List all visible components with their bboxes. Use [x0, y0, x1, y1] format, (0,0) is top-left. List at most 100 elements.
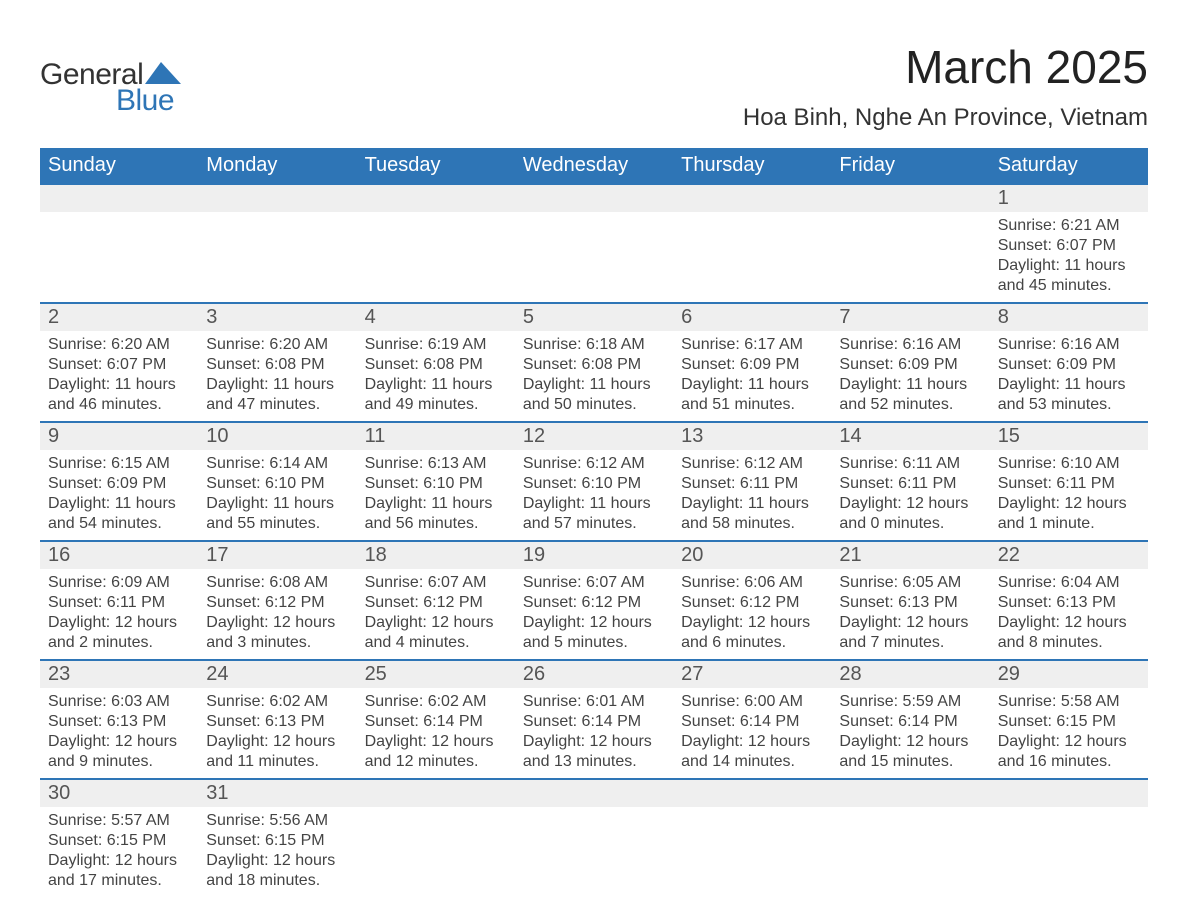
sunset-text: Sunset: 6:09 PM [681, 355, 823, 375]
daylight-text-1: Daylight: 12 hours [681, 732, 823, 752]
sunrise-text: Sunrise: 6:14 AM [206, 454, 348, 474]
daylight-text-2: and 50 minutes. [523, 395, 665, 415]
day-data-cell: Sunrise: 6:00 AMSunset: 6:14 PMDaylight:… [673, 688, 831, 779]
day-number-cell: 23 [40, 660, 198, 688]
sunset-text: Sunset: 6:08 PM [365, 355, 507, 375]
day-number-cell: 16 [40, 541, 198, 569]
sunrise-text: Sunrise: 6:12 AM [523, 454, 665, 474]
daylight-text-1: Daylight: 12 hours [523, 613, 665, 633]
day-number: 12 [515, 423, 673, 450]
day-number: 14 [831, 423, 989, 450]
week-data-row: Sunrise: 6:21 AMSunset: 6:07 PMDaylight:… [40, 212, 1148, 303]
day-number: 22 [990, 542, 1148, 569]
calendar-table: SundayMondayTuesdayWednesdayThursdayFrid… [40, 148, 1148, 897]
day-data-cell: Sunrise: 6:02 AMSunset: 6:13 PMDaylight:… [198, 688, 356, 779]
day-data-cell: Sunrise: 6:18 AMSunset: 6:08 PMDaylight:… [515, 331, 673, 422]
daylight-text-2: and 53 minutes. [998, 395, 1140, 415]
sunrise-text: Sunrise: 6:07 AM [365, 573, 507, 593]
day-data-cell: Sunrise: 6:07 AMSunset: 6:12 PMDaylight:… [357, 569, 515, 660]
day-number-cell: 14 [831, 422, 989, 450]
sunset-text: Sunset: 6:12 PM [206, 593, 348, 613]
day-data-cell: Sunrise: 6:10 AMSunset: 6:11 PMDaylight:… [990, 450, 1148, 541]
day-number-cell: 11 [357, 422, 515, 450]
sunrise-text: Sunrise: 6:21 AM [998, 216, 1140, 236]
sunrise-text: Sunrise: 6:12 AM [681, 454, 823, 474]
daylight-text-2: and 52 minutes. [839, 395, 981, 415]
sunset-text: Sunset: 6:12 PM [365, 593, 507, 613]
daylight-text-1: Daylight: 11 hours [206, 494, 348, 514]
daylight-text-1: Daylight: 12 hours [839, 613, 981, 633]
sunrise-text: Sunrise: 6:01 AM [523, 692, 665, 712]
day-data-cell: Sunrise: 6:04 AMSunset: 6:13 PMDaylight:… [990, 569, 1148, 660]
day-number: 15 [990, 423, 1148, 450]
day-number-cell: 31 [198, 779, 356, 807]
daylight-text-2: and 13 minutes. [523, 752, 665, 772]
sunset-text: Sunset: 6:07 PM [48, 355, 190, 375]
day-number-cell: 3 [198, 303, 356, 331]
daylight-text-1: Daylight: 11 hours [998, 375, 1140, 395]
day-data-cell: Sunrise: 6:11 AMSunset: 6:11 PMDaylight:… [831, 450, 989, 541]
day-data-cell: Sunrise: 6:07 AMSunset: 6:12 PMDaylight:… [515, 569, 673, 660]
day-header: Tuesday [357, 148, 515, 184]
day-number-cell: 29 [990, 660, 1148, 688]
daylight-text-1: Daylight: 11 hours [681, 494, 823, 514]
day-data-cell [990, 807, 1148, 897]
sunset-text: Sunset: 6:10 PM [365, 474, 507, 494]
sunrise-text: Sunrise: 6:13 AM [365, 454, 507, 474]
daylight-text-2: and 4 minutes. [365, 633, 507, 653]
day-number-cell: 18 [357, 541, 515, 569]
day-number-cell: 27 [673, 660, 831, 688]
daylight-text-1: Daylight: 12 hours [206, 851, 348, 871]
sunset-text: Sunset: 6:11 PM [998, 474, 1140, 494]
sunset-text: Sunset: 6:07 PM [998, 236, 1140, 256]
day-number: 17 [198, 542, 356, 569]
day-number-cell: 2 [40, 303, 198, 331]
daylight-text-1: Daylight: 12 hours [206, 732, 348, 752]
sunset-text: Sunset: 6:13 PM [998, 593, 1140, 613]
sunrise-text: Sunrise: 6:08 AM [206, 573, 348, 593]
sunset-text: Sunset: 6:09 PM [998, 355, 1140, 375]
daylight-text-1: Daylight: 12 hours [523, 732, 665, 752]
sunrise-text: Sunrise: 6:17 AM [681, 335, 823, 355]
sunrise-text: Sunrise: 5:58 AM [998, 692, 1140, 712]
daylight-text-2: and 15 minutes. [839, 752, 981, 772]
daylight-text-2: and 46 minutes. [48, 395, 190, 415]
day-number: 26 [515, 661, 673, 688]
day-number: 24 [198, 661, 356, 688]
sunrise-text: Sunrise: 6:05 AM [839, 573, 981, 593]
daylight-text-1: Daylight: 12 hours [365, 613, 507, 633]
daylight-text-1: Daylight: 12 hours [998, 494, 1140, 514]
day-data-cell [198, 212, 356, 303]
day-number: 23 [40, 661, 198, 688]
daylight-text-2: and 57 minutes. [523, 514, 665, 534]
day-data-cell: Sunrise: 6:16 AMSunset: 6:09 PMDaylight:… [831, 331, 989, 422]
daylight-text-2: and 6 minutes. [681, 633, 823, 653]
day-number-cell [673, 779, 831, 807]
daylight-text-1: Daylight: 12 hours [48, 613, 190, 633]
week-number-row: 16171819202122 [40, 541, 1148, 569]
day-data-cell: Sunrise: 6:21 AMSunset: 6:07 PMDaylight:… [990, 212, 1148, 303]
sunrise-text: Sunrise: 6:10 AM [998, 454, 1140, 474]
day-number-cell: 22 [990, 541, 1148, 569]
day-data-cell: Sunrise: 5:59 AMSunset: 6:14 PMDaylight:… [831, 688, 989, 779]
sunset-text: Sunset: 6:14 PM [365, 712, 507, 732]
daylight-text-2: and 51 minutes. [681, 395, 823, 415]
day-data-cell: Sunrise: 6:03 AMSunset: 6:13 PMDaylight:… [40, 688, 198, 779]
sunset-text: Sunset: 6:12 PM [681, 593, 823, 613]
week-data-row: Sunrise: 6:20 AMSunset: 6:07 PMDaylight:… [40, 331, 1148, 422]
daylight-text-2: and 7 minutes. [839, 633, 981, 653]
day-number: 20 [673, 542, 831, 569]
daylight-text-1: Daylight: 12 hours [839, 732, 981, 752]
daylight-text-1: Daylight: 11 hours [523, 375, 665, 395]
day-number-cell: 12 [515, 422, 673, 450]
day-data-cell: Sunrise: 6:09 AMSunset: 6:11 PMDaylight:… [40, 569, 198, 660]
day-number-cell: 8 [990, 303, 1148, 331]
day-number-cell: 24 [198, 660, 356, 688]
day-number: 4 [357, 304, 515, 331]
day-number-cell [357, 779, 515, 807]
daylight-text-2: and 16 minutes. [998, 752, 1140, 772]
sunset-text: Sunset: 6:09 PM [839, 355, 981, 375]
day-data-cell: Sunrise: 6:02 AMSunset: 6:14 PMDaylight:… [357, 688, 515, 779]
day-number-cell: 21 [831, 541, 989, 569]
daylight-text-1: Daylight: 12 hours [206, 613, 348, 633]
